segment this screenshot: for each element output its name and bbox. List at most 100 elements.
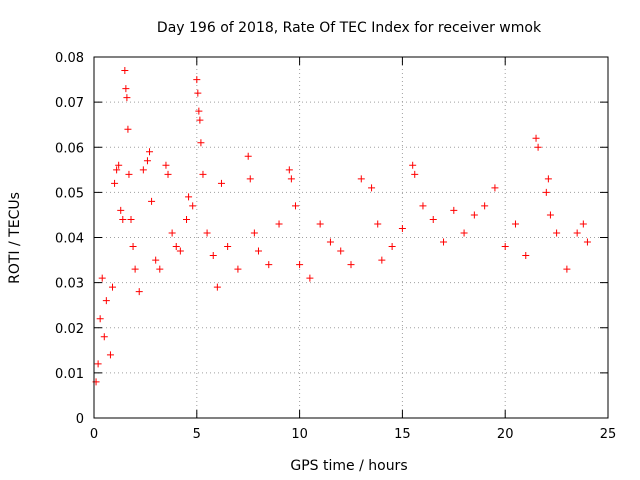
data-point — [265, 261, 273, 269]
data-point — [347, 261, 355, 269]
data-point — [148, 197, 156, 205]
data-point — [131, 265, 139, 273]
data-point — [244, 152, 252, 160]
data-point — [287, 175, 295, 183]
data-point — [152, 256, 160, 264]
data-point — [113, 166, 121, 174]
data-point — [125, 170, 133, 178]
data-point — [254, 247, 262, 255]
data-point — [378, 256, 386, 264]
data-point — [326, 238, 334, 246]
data-point — [106, 351, 114, 359]
data-point — [296, 261, 304, 269]
data-point — [419, 202, 427, 210]
data-point — [450, 206, 458, 214]
data-point — [250, 229, 258, 237]
data-point — [316, 220, 324, 228]
grid-lines — [94, 57, 608, 418]
y-tick-label: 0 — [76, 412, 84, 427]
y-axis-ticks: 0 0.01 0.02 0.03 0.04 0.05 0.06 0.07 0.08 — [55, 51, 608, 427]
x-axis-label: GPS time / hours — [290, 458, 407, 474]
data-point — [217, 179, 225, 187]
x-tick-label: 5 — [193, 427, 201, 442]
y-tick-label: 0.04 — [55, 232, 84, 247]
x-tick-label: 0 — [90, 427, 98, 442]
data-point — [398, 224, 406, 232]
data-point — [522, 252, 530, 260]
data-point — [374, 220, 382, 228]
data-point — [156, 265, 164, 273]
x-tick-label: 10 — [291, 427, 308, 442]
data-point — [388, 243, 396, 251]
data-point — [195, 107, 203, 115]
y-tick-label: 0.02 — [55, 322, 84, 337]
data-point — [209, 252, 217, 260]
x-axis-ticks: 0 5 10 15 20 25 — [90, 57, 616, 442]
data-point — [122, 85, 130, 93]
data-point — [429, 215, 437, 223]
data-point — [164, 170, 172, 178]
data-point — [172, 243, 180, 251]
data-point — [481, 202, 489, 210]
data-point — [275, 220, 283, 228]
data-point — [368, 184, 376, 192]
y-tick-label: 0.05 — [55, 186, 84, 201]
data-point — [139, 166, 147, 174]
data-point — [573, 229, 581, 237]
data-point — [246, 175, 254, 183]
data-point — [115, 161, 123, 169]
data-point — [199, 170, 207, 178]
data-point — [224, 243, 232, 251]
data-point — [285, 166, 293, 174]
x-tick-label: 20 — [497, 427, 514, 442]
data-point — [470, 211, 478, 219]
y-tick-label: 0.08 — [55, 51, 84, 66]
data-point — [146, 148, 154, 156]
data-point — [579, 220, 587, 228]
data-point — [127, 215, 135, 223]
data-point — [100, 333, 108, 341]
data-point — [491, 184, 499, 192]
data-point — [121, 67, 129, 75]
data-point — [183, 215, 191, 223]
data-point — [109, 283, 117, 291]
y-tick-label: 0.03 — [55, 277, 84, 292]
data-point — [411, 170, 419, 178]
data-point — [534, 143, 542, 151]
data-point — [291, 202, 299, 210]
y-tick-label: 0.07 — [55, 96, 84, 111]
data-point — [98, 274, 106, 282]
data-point — [563, 265, 571, 273]
data-point — [129, 243, 137, 251]
data-point — [511, 220, 519, 228]
data-points — [92, 67, 591, 386]
data-point — [189, 202, 197, 210]
data-point — [193, 76, 201, 84]
y-axis-label: ROTI / TECUs — [7, 192, 23, 284]
data-point — [501, 243, 509, 251]
y-tick-label: 0.01 — [55, 367, 84, 382]
data-point — [546, 211, 554, 219]
data-point — [542, 188, 550, 196]
data-point — [168, 229, 176, 237]
data-point — [197, 139, 205, 147]
data-point — [185, 193, 193, 201]
data-point — [553, 229, 561, 237]
data-point — [96, 315, 104, 323]
data-point — [234, 265, 242, 273]
data-point — [409, 161, 417, 169]
data-point — [544, 175, 552, 183]
data-point — [94, 360, 102, 368]
data-point — [196, 116, 204, 124]
data-point — [176, 247, 184, 255]
data-point — [143, 157, 151, 165]
data-point — [357, 175, 365, 183]
data-point — [337, 247, 345, 255]
data-point — [306, 274, 314, 282]
data-point — [102, 297, 110, 305]
data-point — [162, 161, 170, 169]
data-point — [583, 238, 591, 246]
data-point — [135, 288, 143, 296]
